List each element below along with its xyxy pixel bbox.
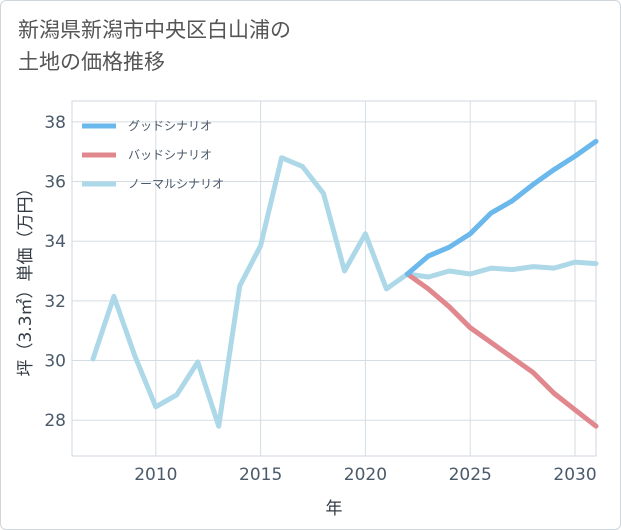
- y-tick-label: 30: [44, 352, 66, 372]
- legend-label: ノーマルシナリオ: [128, 177, 224, 191]
- x-tick-label: 2025: [449, 465, 492, 485]
- y-tick-label: 38: [44, 113, 66, 133]
- y-tick-labels: 28 30 32 34 36 38: [44, 113, 66, 431]
- y-tick-label: 28: [44, 411, 66, 431]
- series-line: [404, 271, 599, 429]
- series-line: [404, 138, 599, 277]
- x-tick-label: 2015: [239, 465, 282, 485]
- title-line-2: 土地の価格推移: [18, 50, 165, 74]
- y-tick-label: 34: [44, 232, 66, 252]
- y-axis-label: 坪（3.3㎡）単価（万円）: [16, 179, 36, 376]
- legend-label: グッドシナリオ: [128, 119, 212, 133]
- y-tick-label: 32: [44, 292, 66, 312]
- title-line-1: 新潟県新潟市中央区白山浦の: [18, 18, 291, 42]
- series-line: [90, 155, 599, 429]
- y-tick-label: 36: [44, 173, 66, 193]
- legend-label: バッドシナリオ: [128, 148, 212, 162]
- x-tick-label: 2010: [134, 465, 177, 485]
- x-axis-label: 年: [326, 499, 343, 519]
- x-tick-labels: 2010 2015 2020 2025 2030: [134, 465, 596, 485]
- chart-title: 新潟県新潟市中央区白山浦の 土地の価格推移: [18, 14, 291, 78]
- x-tick-label: 2030: [553, 465, 596, 485]
- plot-area: [71, 100, 597, 457]
- series-lines: [90, 138, 599, 429]
- x-tick-label: 2020: [344, 465, 387, 485]
